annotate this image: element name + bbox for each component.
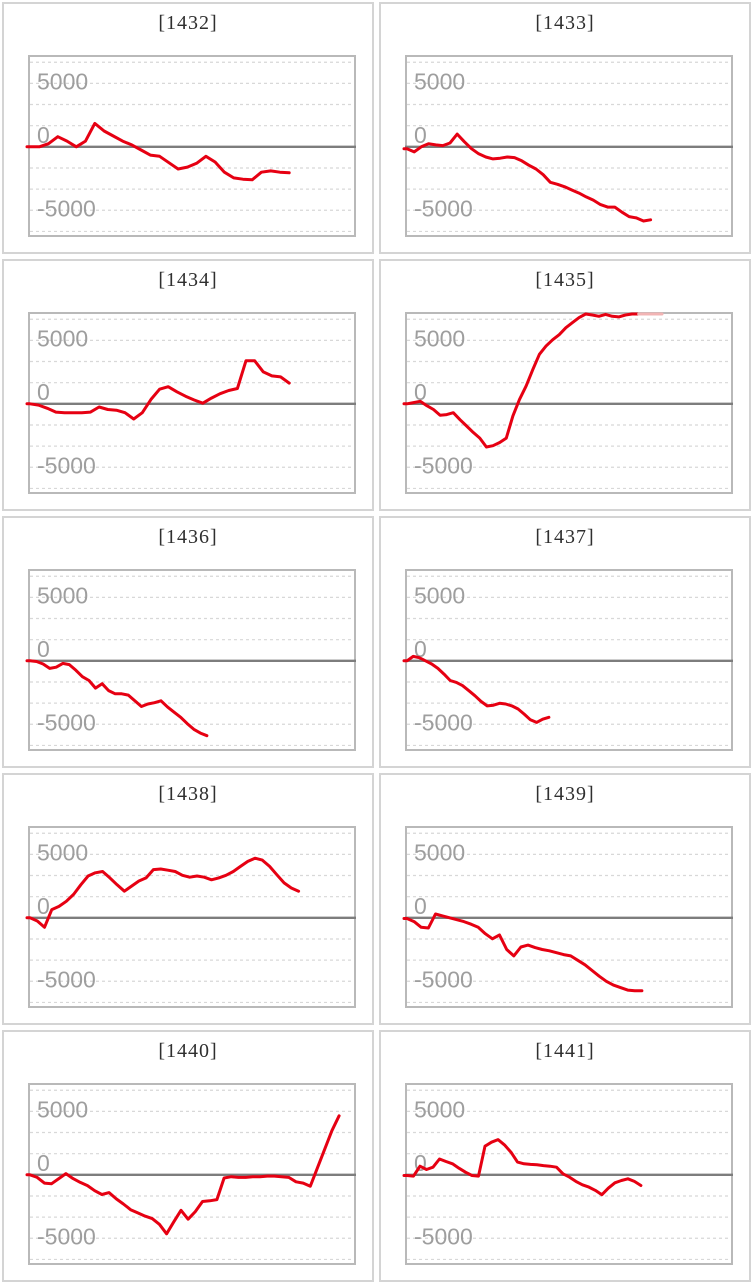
chart-title: [1433] (535, 12, 595, 34)
y-tick-label: 5000 (414, 68, 465, 94)
balance-line (402, 312, 641, 449)
y-tick-label: -5000 (37, 452, 96, 478)
plot-canvas: 5000 0 -5000 (402, 312, 733, 490)
plot-area: 5000 0 -5000 (25, 569, 356, 751)
balance-line (25, 1114, 341, 1236)
y-tick-label: -5000 (414, 709, 473, 735)
plot-area: 5000 0 -5000 (25, 1083, 356, 1265)
balance-line (402, 1138, 643, 1197)
y-tick-label: -5000 (37, 1223, 96, 1249)
y-tick-label: -5000 (37, 709, 96, 735)
plot-area: 5000 0 -5000 (402, 826, 733, 1008)
plot-area: 5000 0 -5000 (402, 1083, 733, 1265)
chart-title: [1441] (535, 1040, 595, 1062)
chart-panel: [1437] 5000 0 -5000 (379, 516, 751, 768)
chart-panel: [1438] 5000 0 -5000 (2, 773, 374, 1025)
balance-line (25, 659, 209, 738)
y-tick-label: 0 (37, 893, 50, 919)
y-tick-label: 5000 (414, 1096, 465, 1122)
balance-line (25, 856, 301, 929)
chart-title: [1435] (535, 269, 595, 291)
chart-title: [1436] (158, 526, 218, 548)
y-tick-label: 0 (414, 636, 427, 662)
y-tick-label: 5000 (414, 582, 465, 608)
chart-panel: [1440] 5000 0 -5000 (2, 1030, 374, 1282)
y-tick-label: -5000 (414, 452, 473, 478)
plot-canvas: 5000 0 -5000 (25, 832, 356, 1004)
plot-canvas: 5000 0 -5000 (402, 832, 733, 1004)
y-tick-label: 0 (37, 379, 50, 405)
y-tick-label: 0 (414, 122, 427, 148)
chart-panel: [1434] 5000 0 -5000 (2, 259, 374, 511)
y-tick-label: -5000 (37, 195, 96, 221)
plot-canvas: 5000 0 -5000 (25, 1089, 356, 1261)
y-tick-label: 5000 (37, 839, 88, 865)
chart-panel: [1435] 5000 0 -5000 (379, 259, 751, 511)
plot-area: 5000 0 -5000 (402, 55, 733, 237)
y-tick-label: 5000 (37, 1096, 88, 1122)
balance-line (25, 359, 291, 421)
y-tick-label: 5000 (414, 839, 465, 865)
balance-line (25, 121, 291, 182)
y-tick-label: 0 (37, 122, 50, 148)
chart-panel: [1441] 5000 0 -5000 (379, 1030, 751, 1282)
y-tick-label: 0 (414, 379, 427, 405)
y-tick-label: 0 (37, 636, 50, 662)
y-tick-label: 5000 (37, 582, 88, 608)
chart-title: [1439] (535, 783, 595, 805)
balance-line (402, 912, 644, 993)
y-tick-label: 5000 (414, 325, 465, 351)
plot-area: 5000 0 -5000 (25, 55, 356, 237)
y-tick-label: 0 (414, 893, 427, 919)
y-tick-label: 5000 (37, 68, 88, 94)
y-tick-label: -5000 (414, 1223, 473, 1249)
y-tick-label: 5000 (37, 325, 88, 351)
chart-panel: [1432] 5000 0 -5000 (2, 2, 374, 254)
plot-canvas: 5000 0 -5000 (25, 575, 356, 747)
balance-line (402, 654, 551, 724)
y-tick-label: -5000 (37, 966, 96, 992)
plot-area: 5000 0 -5000 (402, 569, 733, 751)
y-tick-label: 0 (37, 1150, 50, 1176)
y-tick-label: -5000 (414, 195, 473, 221)
plot-canvas: 5000 0 -5000 (402, 61, 733, 233)
plot-area: 5000 0 -5000 (25, 312, 356, 494)
plot-canvas: 5000 0 -5000 (25, 61, 356, 233)
y-tick-label: -5000 (414, 966, 473, 992)
plot-area: 5000 0 -5000 (25, 826, 356, 1008)
chart-title: [1438] (158, 783, 218, 805)
chart-title: [1434] (158, 269, 218, 291)
chart-panel: [1439] 5000 0 -5000 (379, 773, 751, 1025)
balance-line (402, 132, 653, 223)
plot-area: 5000 0 -5000 (402, 312, 733, 494)
plot-canvas: 5000 0 -5000 (25, 318, 356, 490)
chart-title: [1440] (158, 1040, 218, 1062)
chart-title: [1437] (535, 526, 595, 548)
chart-title: [1432] (158, 12, 218, 34)
chart-panel: [1433] 5000 0 -5000 (379, 2, 751, 254)
plot-canvas: 5000 0 -5000 (402, 575, 733, 747)
chart-panel: [1436] 5000 0 -5000 (2, 516, 374, 768)
